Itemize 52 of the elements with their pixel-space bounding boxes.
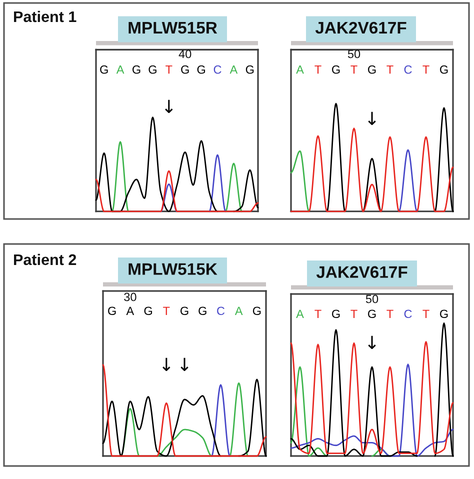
x-tick-label: T: [422, 310, 430, 318]
text: 50: [348, 50, 360, 58]
x-tick-label: G: [368, 65, 376, 74]
x-tick-label: A: [126, 306, 134, 315]
text: Patient 2: [14, 254, 76, 266]
annotation: ↓: [368, 336, 376, 350]
x-tick-label: T: [166, 66, 172, 74]
chart-title: JAK2V617F: [316, 266, 408, 278]
x-tick-label: G: [197, 65, 206, 74]
x-tick-label: C: [404, 310, 412, 318]
x-tick-label: A: [230, 66, 238, 74]
chart-title: JAK2V617F: [315, 22, 406, 34]
x-tick-label: G: [246, 65, 254, 74]
text: 30: [124, 292, 136, 302]
x-tick-label: G: [132, 65, 140, 74]
x-tick-label: C: [214, 65, 222, 74]
x-tick-label: A: [296, 66, 304, 74]
x-tick-label: G: [332, 310, 340, 318]
text: 40: [178, 50, 192, 58]
x-tick-label: G: [332, 65, 340, 74]
x-tick-label: G: [181, 65, 189, 74]
x-tick-label: T: [422, 66, 430, 74]
x-tick-label: G: [440, 65, 448, 74]
text: ↓: [165, 100, 173, 114]
chart-title: MPLW515R: [128, 22, 218, 34]
x-tick-label: G: [368, 310, 376, 318]
x-tick-label: G: [440, 310, 448, 318]
x-tick-label: A: [116, 66, 124, 74]
x-tick-label: G: [252, 306, 261, 316]
x-tick-label: T: [386, 66, 394, 74]
x-tick-label: C: [217, 306, 225, 316]
x-tick-label: T: [314, 66, 322, 74]
x-tick-label: G: [198, 306, 206, 316]
text: 50: [366, 294, 378, 304]
x-tick-label: G: [100, 65, 108, 74]
x-tick-label: C: [404, 65, 412, 74]
annotation: ↓: [180, 358, 188, 372]
annotation: ↓: [162, 358, 170, 372]
x-tick-label: T: [314, 310, 322, 318]
x-tick-label: A: [234, 306, 243, 315]
text: Patient 1: [14, 10, 76, 22]
annotation: ↓: [368, 112, 376, 126]
x-tick-label: T: [350, 66, 358, 74]
x-tick-label: G: [108, 306, 116, 316]
x-tick-label: T: [163, 306, 170, 315]
x-tick-label: T: [386, 310, 394, 318]
chart-title: MPLW515K: [128, 263, 218, 275]
x-tick-label: G: [148, 65, 156, 74]
x-tick-label: T: [350, 310, 358, 318]
x-tick-label: G: [180, 306, 188, 316]
x-tick-label: A: [296, 310, 304, 318]
x-tick-label: G: [144, 306, 152, 316]
